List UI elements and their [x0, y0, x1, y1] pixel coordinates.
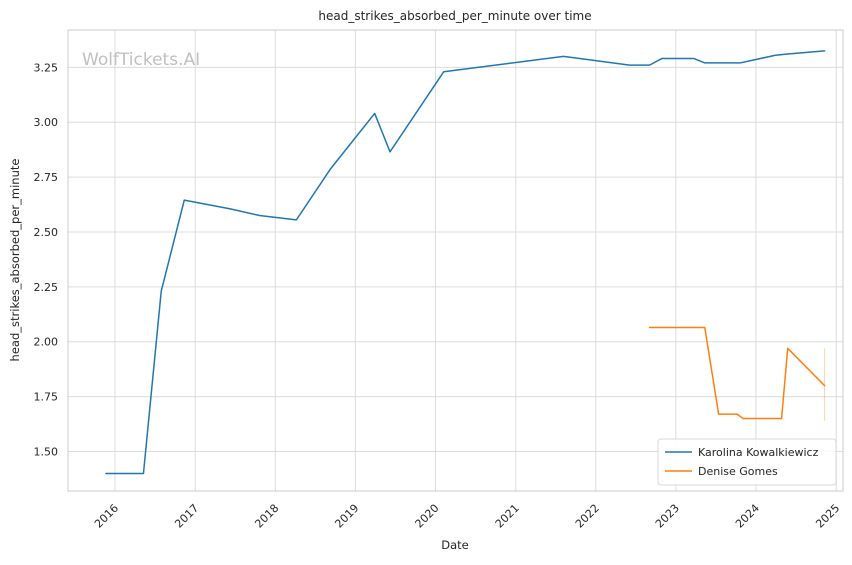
plot-frame [67, 29, 844, 492]
y-tick-label: 1.50 [34, 445, 59, 458]
y-tick-label: 3.00 [34, 116, 59, 129]
y-tick-label: 2.50 [34, 226, 59, 239]
y-tick-label: 2.25 [34, 281, 59, 294]
legend-box [657, 438, 837, 486]
series-line-1 [648, 326, 826, 420]
series-layer [105, 50, 826, 475]
y-tick-label: 3.25 [34, 61, 59, 74]
legend: Karolina Kowalkiewicz Denise Gomes [657, 438, 837, 486]
series-line-0 [105, 50, 826, 475]
y-tick-label: 1.75 [34, 391, 59, 404]
legend-label-denise: Denise Gomes [698, 465, 778, 478]
y-axis-label: head_strikes_absorbed_per_minute [8, 159, 22, 362]
y-tick-label: 2.75 [34, 171, 59, 184]
chart-title: head_strikes_absorbed_per_minute over ti… [318, 9, 591, 23]
legend-label-karolina: Karolina Kowalkiewicz [698, 446, 819, 459]
y-tick-labels: 1.50 1.75 2.00 2.25 2.50 2.75 3.00 3.25 [34, 61, 59, 458]
y-tick-label: 2.00 [34, 336, 59, 349]
watermark-text: WolfTickets.AI [82, 50, 200, 70]
x-axis-label: Date [441, 538, 469, 552]
